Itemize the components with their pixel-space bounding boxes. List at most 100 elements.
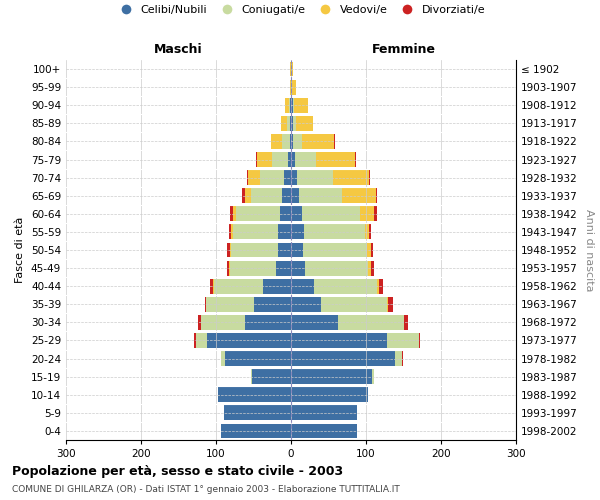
Bar <box>289 98 290 112</box>
Bar <box>291 279 314 293</box>
Bar <box>297 170 333 185</box>
Bar <box>365 224 369 240</box>
Bar <box>281 116 287 131</box>
Bar <box>229 242 231 258</box>
Bar <box>290 98 291 112</box>
Bar <box>227 260 229 276</box>
Bar <box>293 116 296 131</box>
Bar <box>263 279 291 293</box>
Bar <box>276 260 291 276</box>
Bar <box>337 315 404 330</box>
Bar <box>288 152 291 167</box>
Bar <box>287 116 290 131</box>
Bar <box>333 170 369 185</box>
Bar <box>372 369 373 384</box>
Bar <box>373 206 377 221</box>
Bar <box>242 188 245 203</box>
Bar <box>404 315 408 330</box>
Bar <box>225 351 291 366</box>
Bar <box>233 206 236 221</box>
Bar <box>321 297 387 312</box>
Text: Femmine: Femmine <box>371 44 436 57</box>
Bar <box>291 424 357 438</box>
Bar <box>291 116 293 131</box>
Text: Popolazione per età, sesso e stato civile - 2003: Popolazione per età, sesso e stato civil… <box>12 464 343 477</box>
Bar <box>277 242 291 258</box>
Bar <box>278 224 291 240</box>
Bar <box>368 260 371 276</box>
Bar <box>342 188 376 203</box>
Bar <box>369 224 371 240</box>
Bar <box>271 152 288 167</box>
Bar <box>290 134 291 149</box>
Bar <box>247 170 248 185</box>
Y-axis label: Fasce di età: Fasce di età <box>16 217 25 283</box>
Bar <box>360 206 373 221</box>
Bar <box>387 297 388 312</box>
Bar <box>231 224 233 240</box>
Bar <box>302 206 360 221</box>
Bar <box>371 260 373 276</box>
Text: COMUNE DI GHILARZA (OR) - Dati ISTAT 1° gennaio 2003 - Elaborazione TUTTITALIA.I: COMUNE DI GHILARZA (OR) - Dati ISTAT 1° … <box>12 485 400 494</box>
Bar <box>271 134 282 149</box>
Bar <box>367 242 371 258</box>
Bar <box>210 279 213 293</box>
Bar <box>293 98 294 112</box>
Bar <box>291 369 372 384</box>
Bar <box>419 333 420 348</box>
Text: Maschi: Maschi <box>154 44 203 57</box>
Bar <box>291 134 293 149</box>
Bar <box>213 279 214 293</box>
Bar <box>371 242 373 258</box>
Bar <box>256 152 257 167</box>
Bar <box>293 134 302 149</box>
Bar <box>395 351 402 366</box>
Bar <box>207 333 291 348</box>
Bar <box>198 315 201 330</box>
Bar <box>196 333 207 348</box>
Bar <box>248 170 260 185</box>
Bar <box>291 333 387 348</box>
Bar <box>299 188 342 203</box>
Bar <box>229 224 231 240</box>
Bar <box>214 279 263 293</box>
Bar <box>305 260 368 276</box>
Bar <box>260 170 284 185</box>
Bar <box>231 242 277 258</box>
Bar <box>316 152 355 167</box>
Bar <box>291 188 299 203</box>
Legend: Celibi/Nubili, Coniugati/e, Vedovi/e, Divorziati/e: Celibi/Nubili, Coniugati/e, Vedovi/e, Di… <box>110 0 490 20</box>
Bar <box>252 369 291 384</box>
Y-axis label: Anni di nascita: Anni di nascita <box>584 209 594 291</box>
Bar <box>369 170 370 185</box>
Bar <box>251 369 252 384</box>
Bar <box>291 388 368 402</box>
Bar <box>291 62 292 76</box>
Bar <box>245 188 251 203</box>
Bar <box>292 80 296 94</box>
Bar <box>230 206 233 221</box>
Bar <box>291 152 295 167</box>
Bar <box>284 170 291 185</box>
Bar <box>291 260 305 276</box>
Bar <box>245 315 291 330</box>
Bar <box>282 134 290 149</box>
Bar <box>294 98 308 112</box>
Bar <box>221 424 291 438</box>
Bar <box>291 242 303 258</box>
Bar <box>257 152 271 167</box>
Bar <box>233 224 278 240</box>
Bar <box>227 242 229 258</box>
Bar <box>379 279 383 293</box>
Bar <box>291 406 357 420</box>
Bar <box>221 351 225 366</box>
Bar <box>282 188 291 203</box>
Bar <box>205 297 206 312</box>
Bar <box>290 80 291 94</box>
Bar <box>377 279 379 293</box>
Bar <box>334 134 335 149</box>
Bar <box>223 406 291 420</box>
Bar <box>251 188 282 203</box>
Bar <box>292 62 293 76</box>
Bar <box>314 279 377 293</box>
